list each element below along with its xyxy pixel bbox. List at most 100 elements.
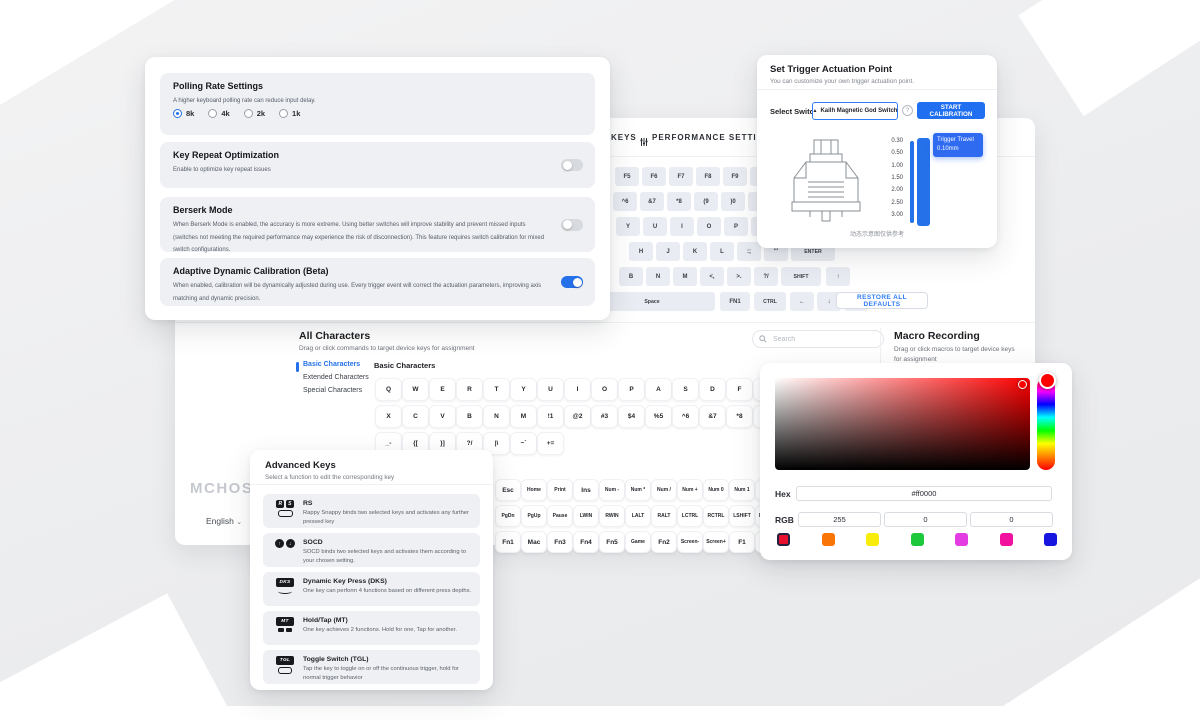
char-key-+=[interactable]: += (537, 432, 564, 455)
saturation-cursor[interactable] (1018, 380, 1027, 389)
char-key-Mac[interactable]: Mac (521, 531, 547, 553)
keyboard-key-SHIFT[interactable]: SHIFT (781, 267, 821, 286)
char-key-D[interactable]: D (699, 378, 726, 401)
char-key-Fn3[interactable]: Fn3 (547, 531, 573, 553)
tab-performance-settings[interactable]: PERFORMANCE SETTINGS (652, 133, 777, 142)
char-key-B[interactable]: B (456, 405, 483, 428)
char-key-Num *[interactable]: Num * (625, 479, 651, 501)
char-key-Num 1[interactable]: Num 1 (729, 479, 755, 501)
color-swatch-#e8112d[interactable] (777, 533, 790, 546)
keyboard-key-<,[interactable]: <, (700, 267, 724, 286)
keyboard-key-F6[interactable]: F6 (642, 167, 666, 186)
keyboard-key-H[interactable]: H (629, 242, 653, 261)
keyboard-key-^6[interactable]: ^6 (613, 192, 637, 211)
char-key-E[interactable]: E (429, 378, 456, 401)
keyboard-key-L[interactable]: L (710, 242, 734, 261)
keyboard-key-F8[interactable]: F8 (696, 167, 720, 186)
keyboard-key-U[interactable]: U (643, 217, 667, 236)
travel-bar[interactable] (917, 138, 930, 226)
keyboard-key-P[interactable]: P (724, 217, 748, 236)
char-key-LALT[interactable]: LALT (625, 505, 651, 527)
char-key-Game[interactable]: Game (625, 531, 651, 553)
char-key-Fn1[interactable]: Fn1 (495, 531, 521, 553)
char-key-Print[interactable]: Print (547, 479, 573, 501)
char-key-M[interactable]: M (510, 405, 537, 428)
keyboard-key-B[interactable]: B (619, 267, 643, 286)
advanced-key-item-socd[interactable]: ↑ ↓ SOCD SOCD binds two selected keys and a… (263, 533, 480, 567)
keyboard-key-M[interactable]: M (673, 267, 697, 286)
char-key-LWIN[interactable]: LWIN (573, 505, 599, 527)
advanced-key-item-tgl[interactable]: TGL Toggle Switch (TGL) Tap the key to tog… (263, 650, 480, 684)
keyboard-key-↓[interactable]: ↓ (817, 292, 841, 311)
char-key-RALT[interactable]: RALT (651, 505, 677, 527)
hex-input[interactable] (796, 486, 1052, 501)
char-key-Pause[interactable]: Pause (547, 505, 573, 527)
char-key-R[interactable]: R (456, 378, 483, 401)
keyboard-key-FN1[interactable]: FN1 (720, 292, 750, 311)
advanced-key-item-mt[interactable]: MT Hold/Tap (MT) One key achieves 2 functi… (263, 611, 480, 645)
char-key-Screen-[interactable]: Screen- (677, 531, 703, 553)
advanced-key-item-rs[interactable]: R S RS Rappy Snappy binds two selected keys… (263, 494, 480, 528)
radio-2k[interactable] (243, 109, 253, 118)
char-key-RCTRL[interactable]: RCTRL (703, 505, 729, 527)
keyboard-key-)0[interactable]: )0 (721, 192, 745, 211)
restore-defaults-button[interactable]: RESTORE ALL DEFAULTS (836, 292, 928, 309)
search-field[interactable] (752, 330, 884, 348)
char-key-F1[interactable]: F1 (729, 531, 755, 553)
char-key-X[interactable]: X (375, 405, 402, 428)
char-key-Screen+[interactable]: Screen+ (703, 531, 729, 553)
keyboard-key-N[interactable]: N (646, 267, 670, 286)
toggle-adaptive-dynamic-calibration-beta-[interactable] (561, 276, 583, 288)
char-key-V[interactable]: V (429, 405, 456, 428)
hue-slider-knob[interactable] (1039, 372, 1056, 389)
color-swatch-#f8ec0a[interactable] (866, 533, 879, 546)
char-key-T[interactable]: T (483, 378, 510, 401)
category-tab-extended-characters[interactable]: Extended Characters (303, 374, 369, 381)
char-key-S[interactable]: S (672, 378, 699, 401)
search-input[interactable] (771, 334, 877, 344)
keyboard-key-↑[interactable]: ↑ (826, 267, 850, 286)
keyboard-key-?/[interactable]: ?/ (754, 267, 778, 286)
char-key-@2[interactable]: @2 (564, 405, 591, 428)
char-key-I[interactable]: I (564, 378, 591, 401)
char-key-P[interactable]: P (618, 378, 645, 401)
char-key-U[interactable]: U (537, 378, 564, 401)
info-icon[interactable]: ? (902, 105, 913, 116)
char-key-Esc[interactable]: Esc (495, 479, 521, 501)
keyboard-key-O[interactable]: O (697, 217, 721, 236)
char-key-O[interactable]: O (591, 378, 618, 401)
switch-select-dropdown[interactable]: ▲ Kailh Magnetic God Switch (812, 102, 898, 120)
saturation-gradient[interactable] (775, 378, 1030, 470)
char-key-F[interactable]: F (726, 378, 753, 401)
char-key-Home[interactable]: Home (521, 479, 547, 501)
color-swatch-#1616e0[interactable] (1044, 533, 1057, 546)
color-swatch-#e23ce2[interactable] (955, 533, 968, 546)
char-key-!1[interactable]: !1 (537, 405, 564, 428)
char-key-PgDn[interactable]: PgDn (495, 505, 521, 527)
char-key-LSHIFT[interactable]: LSHIFT (729, 505, 755, 527)
color-swatch-#f2109e[interactable] (999, 533, 1013, 546)
category-tab-special-characters[interactable]: Special Characters (303, 387, 363, 394)
char-key-N[interactable]: N (483, 405, 510, 428)
color-swatch-#f97506[interactable] (821, 533, 835, 546)
char-key-%5[interactable]: %5 (645, 405, 672, 428)
char-key-Q[interactable]: Q (375, 378, 402, 401)
char-key-#3[interactable]: #3 (591, 405, 618, 428)
radio-1k[interactable] (279, 109, 289, 118)
keyboard-key-CTRL[interactable]: CTRL (754, 292, 786, 311)
char-key-*8[interactable]: *8 (726, 405, 753, 428)
char-key-LCTRL[interactable]: LCTRL (677, 505, 703, 527)
char-key-Num /[interactable]: Num / (651, 479, 677, 501)
category-tab-basic-characters[interactable]: Basic Characters (296, 361, 383, 372)
keyboard-key-←[interactable]: ← (790, 292, 814, 311)
toggle-key-repeat-optimization[interactable] (561, 159, 583, 171)
keyboard-key-F7[interactable]: F7 (669, 167, 693, 186)
keyboard-key-F9[interactable]: F9 (723, 167, 747, 186)
rgb-input-b[interactable] (970, 512, 1053, 527)
char-key-W[interactable]: W (402, 378, 429, 401)
rgb-input-g[interactable] (884, 512, 967, 527)
language-selector[interactable]: English ⌄ (206, 516, 243, 526)
char-key-A[interactable]: A (645, 378, 672, 401)
char-key-Fn4[interactable]: Fn4 (573, 531, 599, 553)
keyboard-key->.[interactable]: >. (727, 267, 751, 286)
